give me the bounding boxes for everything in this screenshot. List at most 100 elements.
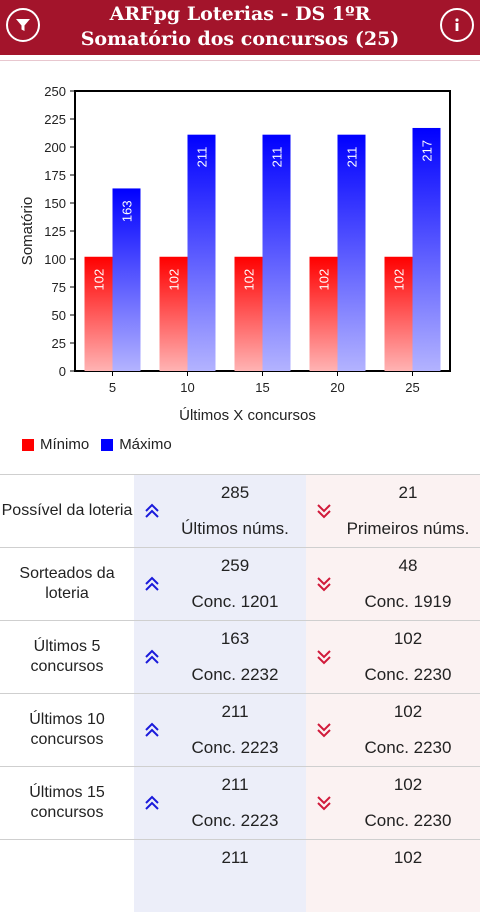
y-tick-label: 100 xyxy=(44,252,66,267)
info-icon xyxy=(455,18,459,31)
min-value: 48 xyxy=(398,556,418,575)
y-tick-label: 0 xyxy=(59,364,66,379)
y-tick-label: 25 xyxy=(52,336,66,351)
table-row: Últimos 10 concursos 211 Conc. 2223 102 … xyxy=(0,693,480,766)
legend-swatch-maximo xyxy=(101,438,114,451)
y-tick-label: 150 xyxy=(44,196,66,211)
y-tick-label: 50 xyxy=(52,308,66,323)
title-line-2: Somatório dos concursos (25) xyxy=(80,28,400,50)
min-value: 102 xyxy=(393,702,423,721)
max-value: 259 xyxy=(220,556,250,575)
table-row: Últimos 15 concursos 211 Conc. 2223 102 … xyxy=(0,766,480,839)
double-chevron-up-icon xyxy=(145,503,159,518)
double-chevron-down-icon xyxy=(317,650,331,665)
min-source: Conc. 2230 xyxy=(364,665,452,684)
bar-data-label: 102 xyxy=(92,269,107,291)
row-label: Últimos 15 concursos xyxy=(29,784,105,821)
bar-data-label: 211 xyxy=(270,147,285,168)
bar-data-label: 102 xyxy=(242,269,257,291)
max-value: 285 xyxy=(220,483,250,502)
header-divider xyxy=(0,60,480,61)
bar-maximo xyxy=(337,134,366,371)
legend-label-maximo: Máximo xyxy=(119,436,172,453)
bar-maximo xyxy=(187,134,216,371)
max-cell: 285 Últimos núms. xyxy=(134,475,306,547)
double-chevron-up-icon xyxy=(145,649,159,664)
x-axis-label: Últimos X concursos xyxy=(179,407,316,424)
bar-data-label: 102 xyxy=(167,269,182,291)
sum-bar-chart: 0 25 50 75 100 125 150 175 200 225 250 5 102 163 10 102… xyxy=(19,84,451,424)
min-cell: 48 Conc. 1919 xyxy=(306,548,480,620)
max-value: 211 xyxy=(221,702,249,721)
double-chevron-down-icon xyxy=(317,723,331,738)
max-value: 163 xyxy=(220,629,250,648)
min-cell: 102 xyxy=(306,840,480,912)
max-cell: 211 Conc. 2223 xyxy=(134,767,306,839)
table-row: 211 102 xyxy=(0,839,480,912)
y-axis-label: Somatório xyxy=(19,197,36,265)
table-row: Possível da loteria 285 Últimos núms. 21… xyxy=(0,474,480,547)
y-tick-label: 125 xyxy=(44,224,66,239)
bar-minimo xyxy=(384,256,413,371)
bar-data-label: 217 xyxy=(420,140,435,162)
x-tick-label: 15 xyxy=(255,380,269,395)
app-header: ARFpg Loterias - DS 1ºR Somatório dos co… xyxy=(0,0,480,55)
max-source: Conc. 2223 xyxy=(191,738,279,757)
max-cell: 211 xyxy=(134,840,306,912)
bar-data-label: 102 xyxy=(317,269,332,291)
legend-item-minimo: Mínimo xyxy=(22,436,89,453)
min-cell: 21 Primeiros núms. xyxy=(306,475,480,547)
y-tick-label: 200 xyxy=(44,140,66,155)
y-tick-label: 75 xyxy=(52,280,66,295)
max-source: Conc. 2232 xyxy=(191,665,279,684)
double-chevron-up-icon xyxy=(145,576,159,591)
max-source: Conc. 2223 xyxy=(191,811,279,830)
min-source: Conc. 1919 xyxy=(364,592,452,611)
title-line-1: ARFpg Loterias - DS 1ºR xyxy=(109,3,371,25)
bar-minimo xyxy=(309,256,338,371)
min-cell: 102 Conc. 2230 xyxy=(306,694,480,766)
double-chevron-down-icon xyxy=(317,504,331,519)
table-row: Últimos 5 concursos 163 Conc. 2232 102 C… xyxy=(0,620,480,693)
bar-data-label: 102 xyxy=(392,269,407,291)
x-tick-label: 25 xyxy=(405,380,419,395)
min-cell: 102 Conc. 2230 xyxy=(306,767,480,839)
x-tick-label: 10 xyxy=(180,380,194,395)
double-chevron-up-icon xyxy=(145,795,159,810)
legend-swatch-minimo xyxy=(22,438,34,451)
bar-maximo xyxy=(112,188,141,371)
min-source: Conc. 2230 xyxy=(364,738,452,757)
min-source: Primeiros núms. xyxy=(346,519,470,538)
min-value: 21 xyxy=(398,483,418,502)
row-label: Possível da loteria xyxy=(1,502,133,519)
double-chevron-down-icon xyxy=(317,577,331,592)
double-chevron-up-icon xyxy=(145,722,159,737)
legend-label-minimo: Mínimo xyxy=(40,436,90,453)
row-label: Sorteados da loteria xyxy=(19,565,115,602)
max-value: 211 xyxy=(221,775,249,794)
max-source: Conc. 1201 xyxy=(191,592,279,611)
max-cell: 163 Conc. 2232 xyxy=(134,621,306,693)
info-button[interactable] xyxy=(440,8,474,42)
y-tick-label: 250 xyxy=(44,84,66,99)
table-row: Sorteados da loteria 259 Conc. 1201 48 C… xyxy=(0,547,480,620)
row-label: Últimos 5 concursos xyxy=(30,638,104,675)
bar-minimo xyxy=(84,256,113,371)
bar-maximo xyxy=(262,134,291,371)
max-source: Últimos núms. xyxy=(181,519,289,538)
row-label xyxy=(0,840,134,912)
bar-minimo xyxy=(234,256,263,371)
chart-legend: Mínimo Máximo xyxy=(22,436,184,453)
min-source: Conc. 2230 xyxy=(364,811,452,830)
bar-data-label: 163 xyxy=(120,200,135,222)
bar-maximo xyxy=(412,127,441,372)
filter-button[interactable] xyxy=(6,8,40,42)
double-chevron-down-icon xyxy=(317,796,331,811)
max-cell: 259 Conc. 1201 xyxy=(134,548,306,620)
bar-minimo xyxy=(159,256,188,371)
x-tick-label: 5 xyxy=(109,380,116,395)
bar-data-label: 211 xyxy=(195,147,210,168)
row-label: Últimos 10 concursos xyxy=(29,711,105,748)
min-cell: 102 Conc. 2230 xyxy=(306,621,480,693)
stats-table: Possível da loteria 285 Últimos núms. 21… xyxy=(0,474,480,912)
